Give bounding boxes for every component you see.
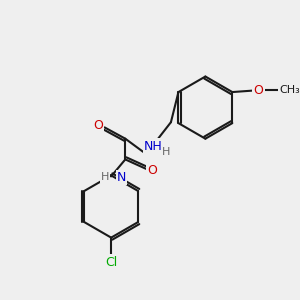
Text: H: H <box>162 147 170 157</box>
Text: N: N <box>117 171 126 184</box>
Text: NH: NH <box>144 140 163 153</box>
Text: O: O <box>254 84 264 97</box>
Text: O: O <box>93 119 103 132</box>
Text: Cl: Cl <box>105 256 117 268</box>
Text: H: H <box>101 172 109 182</box>
Text: O: O <box>148 164 158 177</box>
Text: CH₃: CH₃ <box>279 85 300 95</box>
